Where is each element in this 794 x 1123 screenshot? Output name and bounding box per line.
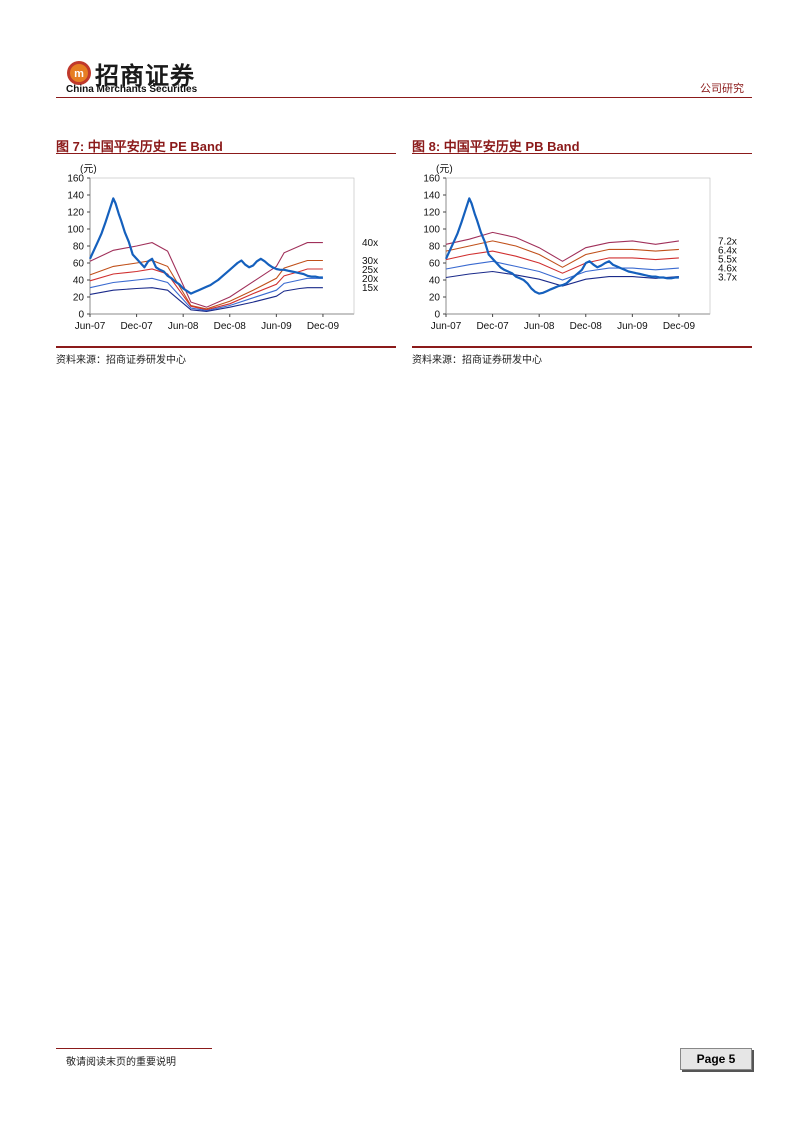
y-tick-label: 40	[429, 276, 441, 287]
band-label-4_6x: 4.6x	[718, 264, 737, 275]
y-tick-label: 0	[434, 310, 440, 321]
band-line-5_5x	[445, 250, 679, 274]
y-tick-label: 0	[78, 310, 84, 321]
brand-name-cn: 招商证券	[95, 61, 195, 90]
band-line-7_2x	[445, 231, 679, 262]
band-label-3_7x: 3.7x	[718, 273, 737, 284]
figure-8-bottom-rule	[412, 346, 752, 348]
x-tick-label: Jun-09	[261, 321, 292, 332]
x-tick-label: Dec-09	[307, 321, 340, 332]
y-tick-label: 100	[423, 225, 440, 236]
band-label-40x: 40x	[362, 238, 378, 249]
y-tick-label: 100	[67, 225, 84, 236]
y-tick-label: 80	[429, 242, 441, 253]
svg-text:m: m	[74, 68, 84, 80]
x-tick-label: Dec-08	[570, 321, 603, 332]
y-tick-label: 140	[423, 191, 440, 202]
figure-7-top-rule	[56, 153, 396, 154]
y-tick-label: 120	[67, 208, 84, 219]
stock-price-line	[445, 197, 679, 295]
y-tick-label: 160	[423, 174, 440, 185]
band-label-6_4x: 6.4x	[718, 245, 737, 256]
stock-price-line	[89, 197, 323, 295]
figure-7-source: 资料来源：招商证券研发中心	[56, 355, 186, 366]
y-unit-label: (元)	[80, 164, 97, 175]
brand-logo-icon: m	[67, 61, 91, 85]
y-tick-label: 120	[423, 208, 440, 219]
x-tick-label: Jun-08	[524, 321, 555, 332]
page-number-badge: Page 5	[680, 1048, 752, 1070]
x-tick-label: Dec-07	[476, 321, 509, 332]
footer-divider	[56, 1048, 212, 1049]
band-label-20x: 20x	[362, 274, 378, 285]
y-tick-label: 20	[429, 293, 441, 304]
y-tick-label: 80	[73, 242, 85, 253]
band-line-20x	[89, 277, 323, 312]
band-line-30x	[89, 259, 323, 310]
header-divider	[56, 97, 752, 98]
pb-band-chart: (元) 0 20 40 60 80 100 120 140 160 Jun-07 Dec-07 Jun-…	[423, 164, 737, 332]
footer-disclaimer-note: 敬请阅读末页的重要说明	[66, 1057, 176, 1068]
band-label-7_2x: 7.2x	[718, 236, 737, 247]
y-tick-label: 60	[429, 259, 441, 270]
band-line-4_6x	[445, 260, 679, 281]
pe-band-chart: (元) 0 20 40 60 80 100 120 140 160 Jun-07 Dec-07 Jun-…	[67, 164, 378, 332]
x-tick-label: Jun-09	[617, 321, 648, 332]
band-label-30x: 30x	[362, 256, 378, 267]
band-label-25x: 25x	[362, 265, 378, 276]
band-line-40x	[89, 242, 323, 308]
band-label-15x: 15x	[362, 283, 378, 294]
report-type: 公司研究	[700, 82, 744, 95]
figure-8-source: 资料来源：招商证券研发中心	[412, 355, 542, 366]
x-tick-label: Dec-09	[663, 321, 696, 332]
band-label-5_5x: 5.5x	[718, 254, 737, 265]
y-tick-label: 160	[67, 174, 84, 185]
y-tick-label: 140	[67, 191, 84, 202]
x-tick-label: Jun-08	[168, 321, 199, 332]
y-tick-label: 40	[73, 276, 85, 287]
x-tick-label: Jun-07	[75, 321, 106, 332]
brand-name-en: China Merchants Securities	[66, 84, 198, 95]
figure-8-top-rule	[412, 153, 752, 154]
x-tick-label: Dec-07	[120, 321, 153, 332]
y-tick-label: 20	[73, 293, 85, 304]
y-tick-label: 60	[73, 259, 85, 270]
y-unit-label: (元)	[436, 164, 453, 175]
figure-7-bottom-rule	[56, 346, 396, 348]
figure-8-title: 图 8: 中国平安历史 PB Band	[412, 139, 580, 154]
band-line-15x	[89, 287, 323, 312]
figure-7-title: 图 7: 中国平安历史 PE Band	[56, 139, 223, 154]
x-tick-label: Jun-07	[431, 321, 462, 332]
x-tick-label: Dec-08	[214, 321, 247, 332]
